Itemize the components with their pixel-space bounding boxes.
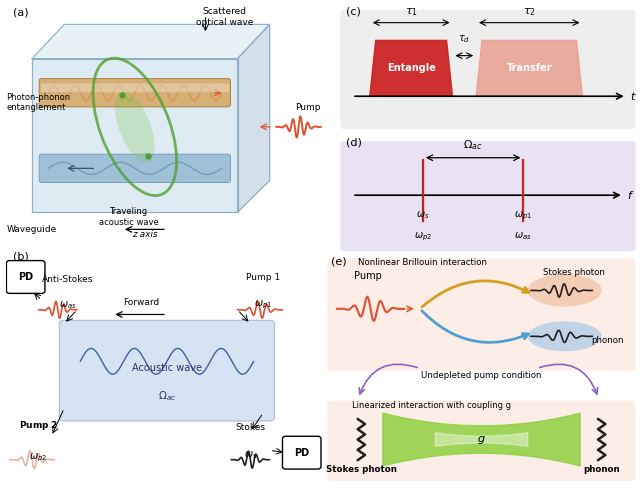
FancyBboxPatch shape — [282, 436, 321, 469]
Text: Entangle: Entangle — [386, 63, 435, 73]
FancyBboxPatch shape — [327, 258, 636, 371]
FancyBboxPatch shape — [39, 79, 230, 107]
Text: phonon: phonon — [591, 336, 624, 346]
Text: PD: PD — [18, 272, 33, 282]
Text: PD: PD — [294, 447, 309, 458]
Text: $\tau_1$: $\tau_1$ — [404, 6, 417, 18]
Text: Scattered
optical wave: Scattered optical wave — [196, 7, 254, 27]
Text: $\omega_{p1}$: $\omega_{p1}$ — [254, 299, 272, 311]
Text: Transfer: Transfer — [507, 63, 552, 73]
Ellipse shape — [528, 274, 602, 306]
Text: Pump 1: Pump 1 — [246, 273, 281, 282]
Text: $t$: $t$ — [630, 90, 636, 102]
Polygon shape — [435, 433, 528, 447]
Text: Forward: Forward — [123, 299, 159, 307]
Text: $\omega_s$: $\omega_s$ — [243, 449, 257, 461]
Ellipse shape — [528, 322, 602, 351]
Text: $\mathbf{Pump\ 2}$: $\mathbf{Pump\ 2}$ — [19, 419, 58, 431]
FancyBboxPatch shape — [327, 401, 636, 481]
Text: Undepleted pump condition: Undepleted pump condition — [421, 371, 542, 380]
Text: $\tau_d$: $\tau_d$ — [458, 34, 471, 45]
Polygon shape — [476, 41, 582, 96]
Text: Nonlinear Brillouin interaction: Nonlinear Brillouin interaction — [358, 258, 487, 267]
Text: Acoustic wave: Acoustic wave — [132, 364, 202, 373]
Text: $\omega_{p1}$: $\omega_{p1}$ — [514, 209, 532, 222]
FancyBboxPatch shape — [59, 320, 274, 421]
Text: Pump: Pump — [354, 271, 381, 281]
Polygon shape — [383, 413, 580, 466]
Text: Stokes photon: Stokes photon — [326, 465, 397, 474]
Text: (c): (c) — [346, 6, 361, 16]
Text: Traveling
acoustic wave: Traveling acoustic wave — [98, 207, 159, 227]
Text: Photon-phonon
entanglement: Photon-phonon entanglement — [6, 93, 71, 112]
Text: phonon: phonon — [584, 465, 620, 474]
Text: Linearized interaction with coupling g: Linearized interaction with coupling g — [352, 401, 511, 409]
FancyBboxPatch shape — [39, 154, 230, 183]
FancyBboxPatch shape — [340, 10, 636, 129]
Text: Waveguide: Waveguide — [6, 225, 56, 234]
Text: $\Omega_{ac}$: $\Omega_{ac}$ — [158, 389, 176, 404]
Text: (b): (b) — [13, 251, 29, 261]
Text: $\omega_{p2}$: $\omega_{p2}$ — [414, 230, 432, 243]
Text: $\omega_{p2}$: $\omega_{p2}$ — [30, 451, 48, 464]
Text: $\tau_2$: $\tau_2$ — [523, 6, 535, 18]
Text: $\omega_s$: $\omega_s$ — [416, 209, 429, 221]
Ellipse shape — [115, 91, 155, 163]
Text: z axis: z axis — [132, 230, 157, 239]
Polygon shape — [32, 59, 238, 212]
Text: $f$: $f$ — [627, 189, 634, 201]
Text: Pump: Pump — [295, 103, 321, 112]
Text: $\omega_{as}$: $\omega_{as}$ — [58, 299, 76, 311]
Text: (d): (d) — [346, 138, 362, 148]
Text: (e): (e) — [331, 256, 346, 266]
Text: Stokes photon: Stokes photon — [543, 267, 605, 277]
Text: Anti-Stokes: Anti-Stokes — [42, 275, 93, 284]
Text: $\omega_{as}$: $\omega_{as}$ — [514, 230, 532, 242]
FancyBboxPatch shape — [340, 142, 636, 251]
Polygon shape — [370, 41, 453, 96]
FancyBboxPatch shape — [6, 261, 45, 293]
Text: Stokes: Stokes — [236, 423, 265, 431]
Polygon shape — [32, 24, 270, 59]
Text: $g$: $g$ — [477, 433, 486, 446]
Text: (a): (a) — [13, 7, 28, 17]
Polygon shape — [238, 24, 270, 212]
FancyBboxPatch shape — [41, 83, 229, 92]
Text: $\Omega_{ac}$: $\Omega_{ac}$ — [464, 138, 483, 152]
